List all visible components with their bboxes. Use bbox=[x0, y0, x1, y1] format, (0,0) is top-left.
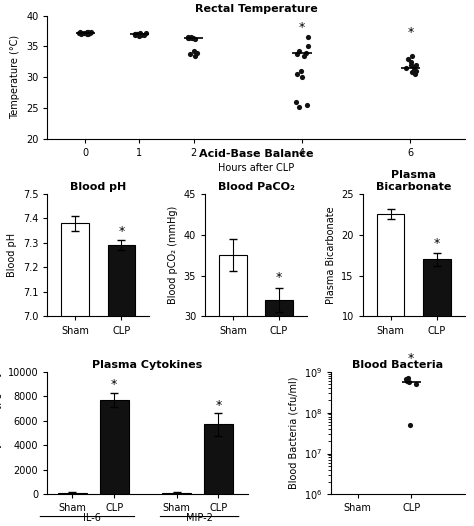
Text: *: * bbox=[299, 21, 305, 34]
Point bbox=[189, 34, 197, 43]
Point bbox=[140, 31, 147, 39]
Point bbox=[84, 29, 92, 38]
Y-axis label: Temperature (°C): Temperature (°C) bbox=[10, 35, 20, 119]
Point bbox=[408, 68, 415, 76]
Bar bbox=[423, 259, 451, 398]
Title: Plasma
Bicarbonate: Plasma Bicarbonate bbox=[376, 170, 451, 191]
Point bbox=[405, 378, 413, 387]
Title: Blood pH: Blood pH bbox=[70, 181, 127, 191]
Point bbox=[301, 52, 308, 60]
Point bbox=[190, 47, 198, 56]
Point bbox=[412, 70, 419, 78]
Point bbox=[76, 28, 83, 37]
Point bbox=[191, 35, 199, 43]
Title: Rectal Temperature: Rectal Temperature bbox=[195, 4, 317, 14]
Point bbox=[304, 33, 311, 42]
Point bbox=[298, 73, 306, 82]
Bar bbox=[204, 424, 233, 494]
Point bbox=[132, 30, 139, 38]
Point bbox=[142, 29, 149, 37]
Point bbox=[293, 70, 301, 78]
Point bbox=[75, 29, 83, 37]
Point bbox=[135, 32, 142, 41]
Point bbox=[407, 60, 415, 69]
Y-axis label: Blood Bacteria (cfu/ml): Blood Bacteria (cfu/ml) bbox=[288, 377, 298, 489]
Bar bbox=[61, 223, 89, 526]
Bar bbox=[162, 492, 191, 494]
Text: *: * bbox=[408, 351, 414, 365]
Y-axis label: Plasma Cytokine [pg/ml]: Plasma Cytokine [pg/ml] bbox=[0, 373, 2, 493]
Point bbox=[296, 47, 303, 56]
Point bbox=[188, 34, 196, 42]
Y-axis label: Blood pCO₂ (mmHg): Blood pCO₂ (mmHg) bbox=[168, 206, 178, 304]
Bar bbox=[58, 492, 87, 494]
Bar bbox=[377, 214, 404, 398]
Point bbox=[80, 29, 88, 37]
Point bbox=[184, 33, 191, 41]
Point bbox=[137, 31, 145, 39]
Bar bbox=[108, 245, 135, 526]
Text: Acid-Base Balance: Acid-Base Balance bbox=[199, 149, 313, 159]
Point bbox=[404, 374, 412, 382]
Point bbox=[77, 29, 85, 37]
Point bbox=[293, 49, 301, 58]
Point bbox=[402, 64, 410, 72]
Title: Plasma Cytokines: Plasma Cytokines bbox=[92, 360, 202, 370]
Point bbox=[186, 49, 193, 58]
Point bbox=[187, 33, 195, 42]
Title: Blood Bacteria: Blood Bacteria bbox=[352, 360, 443, 370]
Point bbox=[403, 377, 410, 385]
Y-axis label: Blood pH: Blood pH bbox=[7, 233, 18, 277]
Point bbox=[184, 34, 192, 42]
Point bbox=[302, 48, 310, 57]
Point bbox=[86, 29, 94, 37]
Bar bbox=[100, 400, 129, 494]
Point bbox=[136, 29, 144, 37]
Bar bbox=[219, 255, 246, 526]
Text: IL-6: IL-6 bbox=[82, 513, 100, 523]
Text: MIP-2: MIP-2 bbox=[186, 513, 213, 523]
Point bbox=[406, 421, 414, 429]
Point bbox=[292, 97, 300, 106]
Point bbox=[133, 30, 141, 38]
Point bbox=[131, 30, 138, 38]
Point bbox=[304, 42, 312, 50]
Point bbox=[193, 48, 201, 57]
Point bbox=[410, 64, 418, 72]
X-axis label: Hours after CLP: Hours after CLP bbox=[218, 163, 294, 173]
Point bbox=[402, 375, 410, 383]
Text: *: * bbox=[118, 225, 125, 238]
Point bbox=[412, 60, 420, 69]
Point bbox=[413, 67, 420, 75]
Point bbox=[83, 29, 91, 38]
Point bbox=[407, 58, 414, 66]
Point bbox=[191, 52, 199, 60]
Point bbox=[77, 30, 85, 38]
Point bbox=[133, 29, 141, 38]
Text: *: * bbox=[434, 237, 440, 250]
Y-axis label: Plasma Bicarbonate: Plasma Bicarbonate bbox=[326, 206, 336, 304]
Text: *: * bbox=[215, 399, 221, 411]
Title: Blood PaCO₂: Blood PaCO₂ bbox=[218, 181, 294, 191]
Point bbox=[295, 103, 303, 111]
Point bbox=[409, 52, 416, 60]
Text: *: * bbox=[111, 378, 117, 391]
Point bbox=[132, 29, 139, 38]
Point bbox=[404, 55, 412, 63]
Point bbox=[83, 27, 91, 36]
Point bbox=[412, 380, 419, 388]
Point bbox=[132, 31, 139, 39]
Point bbox=[186, 34, 193, 43]
Point bbox=[303, 100, 311, 109]
Point bbox=[298, 67, 305, 75]
Point bbox=[87, 28, 95, 37]
Bar bbox=[265, 300, 293, 526]
Text: *: * bbox=[276, 271, 282, 284]
Point bbox=[84, 28, 92, 37]
Text: *: * bbox=[407, 26, 413, 39]
